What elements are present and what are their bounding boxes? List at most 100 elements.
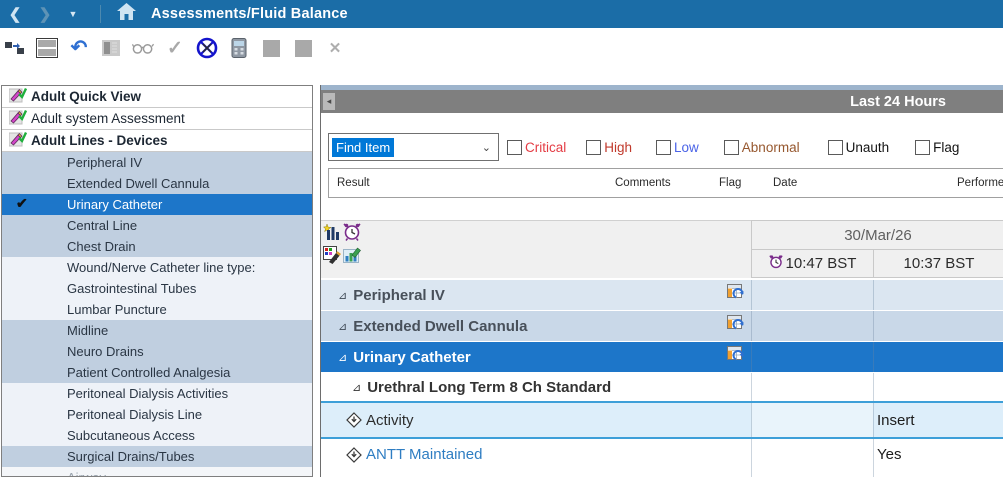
undo-icon[interactable]: ↶ [70, 37, 88, 59]
sidebar-item-peritoneal-dialysis-line[interactable]: Peritoneal Dialysis Line [2, 404, 312, 425]
group-row-urinary-catheter[interactable]: ⊿ Urinary Catheter [321, 342, 1003, 373]
cell[interactable] [873, 280, 1003, 310]
flagged-empty-cell[interactable] [751, 403, 873, 437]
sidebar-section-adult-lines-devices[interactable]: Adult Lines - Devices [2, 130, 312, 152]
chart-pencil-icon[interactable] [343, 246, 363, 269]
filter-flag: Flag [915, 139, 959, 155]
home-icon[interactable] [109, 3, 143, 25]
charted-check-icon: ✔ [16, 195, 28, 211]
sidebar-item-extended-dwell-cannula[interactable]: Extended Dwell Cannula [2, 173, 312, 194]
find-item-combobox[interactable]: Find Item ⌄ [328, 133, 499, 161]
cell[interactable]: Yes [873, 439, 1003, 470]
calculator-icon[interactable] [228, 37, 250, 59]
transfer-icon[interactable] [4, 37, 26, 59]
sidebar-item-airway[interactable]: Airway [2, 467, 312, 476]
results-grid: 30/Mar/26 10:47 BST 10:37 BST [321, 218, 1003, 477]
titlebar-separator [100, 5, 101, 23]
cell[interactable] [751, 280, 873, 310]
cell[interactable] [873, 373, 1003, 401]
sidebar-item-patient-controlled-analgesia[interactable]: Patient Controlled Analgesia [2, 362, 312, 383]
sidebar-section-label: Adult Quick View [31, 89, 142, 104]
time-column-1037[interactable]: 10:37 BST [873, 250, 1003, 278]
critical-checkbox[interactable] [507, 139, 522, 155]
filter-unauth: Unauth [827, 139, 889, 155]
low-checkbox[interactable] [656, 139, 672, 155]
cell[interactable] [751, 311, 873, 341]
sidebar-item-gastrointestinal-tubes[interactable]: Gastrointestinal Tubes [2, 278, 312, 299]
sidebar-item-urinary-catheter[interactable]: ✔ Urinary Catheter [2, 194, 312, 215]
grid-refresh-icon[interactable] [727, 315, 745, 338]
group-row-peripheral-iv[interactable]: ⊿ Peripheral IV [321, 280, 1003, 311]
sidebar-item-peritoneal-dialysis-activities[interactable]: Peritoneal Dialysis Activities [2, 383, 312, 404]
subgroup-row-urethral-long-term[interactable]: ⊿ Urethral Long Term 8 Ch Standard [321, 373, 1003, 401]
column-performed-by[interactable]: Performed By [957, 177, 1003, 189]
sidebar-item-wound-nerve-catheter[interactable]: Wound/Nerve Catheter line type: [2, 257, 312, 278]
chart-sparkle-icon[interactable] [322, 223, 343, 246]
time-range-label: Last 24 Hours [850, 93, 946, 110]
sidebar-item-surgical-drains-tubes[interactable]: Surgical Drains/Tubes [2, 446, 312, 467]
collapse-triangle-icon[interactable]: ⊿ [338, 351, 348, 364]
column-date[interactable]: Date [773, 177, 798, 189]
flag-checkbox[interactable] [915, 139, 931, 155]
cell[interactable]: Insert [873, 403, 1003, 437]
filter-row: Find Item ⌄ Critical High Low A [321, 133, 1003, 163]
sidebar-item-lumbar-puncture[interactable]: Lumbar Puncture [2, 299, 312, 320]
collapse-panel-icon[interactable]: ◂ [323, 93, 335, 110]
close-disabled-icon: ✕ [328, 40, 342, 57]
alarm-clock-icon [768, 254, 783, 273]
forward-icon[interactable]: ❯ [38, 6, 52, 23]
grid-refresh-icon[interactable] [727, 346, 745, 369]
sidebar-section-adult-system-assessment[interactable]: Adult system Assessment [2, 108, 312, 130]
grid-pencil-icon[interactable] [323, 246, 343, 269]
alarm-clock-icon[interactable] [343, 223, 363, 246]
time-column-1047[interactable]: 10:47 BST [751, 250, 873, 278]
collapse-triangle-icon[interactable]: ⊿ [338, 289, 348, 302]
back-icon[interactable]: ❮ [8, 6, 22, 23]
collapse-triangle-icon[interactable]: ⊿ [352, 381, 362, 394]
cell[interactable] [751, 470, 873, 477]
nav-dropdown-icon[interactable]: ▼ [68, 9, 78, 19]
filter-high: High [586, 139, 632, 155]
unauth-checkbox[interactable] [827, 139, 843, 155]
time-range-header: ◂ Last 24 Hours [321, 90, 1003, 113]
cell[interactable] [751, 373, 873, 401]
grid-refresh-icon[interactable] [727, 284, 745, 307]
split-view-icon[interactable] [36, 37, 58, 59]
cell[interactable]: Conroy Em [873, 470, 1003, 477]
item-row-antt-maintained[interactable]: ANTT Maintained Yes [321, 439, 1003, 470]
result-diamond-icon [346, 412, 362, 428]
cell[interactable] [751, 439, 873, 470]
cell[interactable] [751, 342, 873, 372]
item-row-activity[interactable]: Activity Insert [321, 401, 1003, 439]
grid-corner [321, 220, 751, 278]
group-row-extended-dwell-cannula[interactable]: ⊿ Extended Dwell Cannula [321, 311, 1003, 342]
sidebar-section-label: Adult Lines - Devices [31, 133, 168, 148]
folder-disabled-icon [260, 37, 282, 59]
item-row-performing-procedure[interactable]: Performing Procedure Conroy Em [321, 470, 1003, 477]
date-column-header[interactable]: 30/Mar/26 [751, 220, 1003, 250]
column-result[interactable]: Result [337, 177, 370, 189]
sidebar-section-label: Adult system Assessment [31, 111, 185, 126]
cell[interactable] [873, 311, 1003, 341]
sidebar-item-peripheral-iv[interactable]: Peripheral IV [2, 152, 312, 173]
sidebar-item-chest-drain[interactable]: Chest Drain [2, 236, 312, 257]
collapse-triangle-icon[interactable]: ⊿ [338, 320, 348, 333]
filter-disabled-icon [100, 37, 122, 59]
folder2-disabled-icon [292, 37, 314, 59]
sidebar-item-subcutaneous-access[interactable]: Subcutaneous Access [2, 425, 312, 446]
chevron-down-icon[interactable]: ⌄ [481, 141, 491, 154]
sidebar-item-midline[interactable]: Midline [2, 320, 312, 341]
high-checkbox[interactable] [586, 139, 602, 155]
sidebar-item-neuro-drains[interactable]: Neuro Drains [2, 341, 312, 362]
abnormal-checkbox[interactable] [723, 139, 739, 155]
flowsheet-panel: ◂ Last 24 Hours Find Item ⌄ Critical Hig… [320, 85, 1003, 477]
page-title: Assessments/Fluid Balance [151, 6, 348, 22]
sidebar-item-central-line[interactable]: Central Line [2, 215, 312, 236]
column-comments[interactable]: Comments [615, 177, 671, 189]
cancel-icon[interactable] [196, 37, 218, 59]
result-diamond-icon [346, 446, 362, 463]
column-flag[interactable]: Flag [719, 177, 742, 189]
sidebar-section-adult-quick-view[interactable]: Adult Quick View [2, 86, 312, 108]
cell[interactable] [873, 342, 1003, 372]
